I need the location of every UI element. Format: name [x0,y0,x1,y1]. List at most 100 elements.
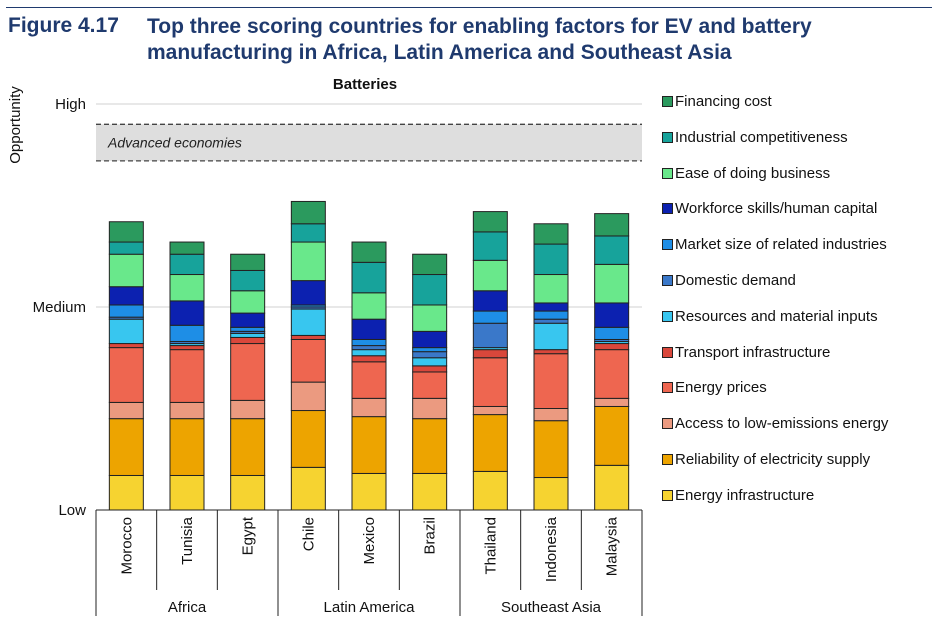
chart-title: Batteries [333,76,397,93]
legend-swatch [662,346,673,358]
bar-tunisia-reliability-of-electricity-supply [169,418,205,476]
bar-brazil-domestic-demand [412,351,448,359]
legend-swatch [662,131,673,143]
bar-morocco-reliability-of-electricity-supply [108,418,144,476]
bar-indonesia-resources-and-material-inputs [533,322,569,351]
group-label-latin-america: Latin America [324,599,416,616]
bar-malaysia-energy-prices [594,349,630,399]
reference-band-label: Advanced economies [107,135,242,151]
legend-item-energy-infrastructure: Energy infrastructure [662,486,932,506]
bar-mexico-energy-infrastructure [351,472,387,511]
bar-thailand-workforce-skills-human-capital [472,290,508,312]
bar-tunisia-market-size-of-related-industries [169,324,205,343]
x-tick-label-thailand: Thailand [482,517,499,575]
bar-indonesia-access-to-low-emissions-energy [533,408,569,422]
bar-egypt-resources-and-material-inputs [230,332,266,338]
legend-item-access-to-low-emissions-energy: Access to low-emissions energy [662,414,932,434]
x-tick-label-mexico: Mexico [361,517,378,565]
legend-swatch [662,310,673,322]
bar-indonesia-ease-of-doing-business [533,274,569,304]
bar-mexico-resources-and-material-inputs [351,349,387,357]
bar-brazil-financing-cost [412,253,448,276]
bar-thailand-domestic-demand [472,322,508,349]
bar-brazil-industrial-competitiveness [412,274,448,306]
legend-label: Reliability of electricity supply [675,451,871,468]
figure-title: Top three scoring countries for enabling… [147,15,812,64]
bar-chile-reliability-of-electricity-supply [290,410,326,468]
bar-morocco-transport-infrastructure [108,343,144,349]
reference-band [96,124,642,161]
bar-mexico-access-to-low-emissions-energy [351,397,387,418]
bar-brazil-resources-and-material-inputs [412,357,448,367]
bar-indonesia-workforce-skills-human-capital [533,302,569,312]
legend-item-reliability-of-electricity-supply: Reliability of electricity supply [662,450,932,470]
bar-thailand-ease-of-doing-business [472,259,508,292]
legend-label: Financing cost [675,93,772,110]
legend-swatch [662,239,673,251]
legend-swatch [662,382,673,394]
bar-chile-access-to-low-emissions-energy [290,381,326,412]
y-tick-label-medium: Medium [33,299,86,316]
bar-indonesia-financing-cost [533,223,569,245]
bar-morocco-energy-prices [108,347,144,403]
bar-egypt-access-to-low-emissions-energy [230,399,266,420]
bar-chile-ease-of-doing-business [290,241,326,282]
bar-tunisia-transport-infrastructure [169,345,205,351]
legend-label: Ease of doing business [675,164,831,182]
bar-morocco-resources-and-material-inputs [108,318,144,345]
legend-item-workforce-skills-human-capital: Workforce skills/human capital [662,199,932,219]
y-tick-label-low: Low [58,502,86,519]
bar-egypt-reliability-of-electricity-supply [230,418,266,476]
bar-mexico-financing-cost [351,241,387,263]
bar-malaysia-reliability-of-electricity-supply [594,405,630,466]
bar-mexico-reliability-of-electricity-supply [351,416,387,474]
bar-egypt-energy-prices [230,343,266,401]
bar-thailand-energy-prices [472,357,508,407]
bar-morocco-access-to-low-emissions-energy [108,401,144,420]
legend-item-domestic-demand: Domestic demand [662,271,932,291]
bar-morocco-energy-infrastructure [108,474,144,511]
bar-indonesia-industrial-competitiveness [533,243,569,276]
legend-label: Domestic demand [675,272,796,289]
bar-malaysia-energy-infrastructure [594,464,630,511]
legend-label: Energy prices [675,379,767,397]
bar-tunisia-energy-prices [169,349,205,403]
bar-morocco-ease-of-doing-business [108,253,144,288]
bar-thailand-energy-infrastructure [472,470,508,511]
bar-mexico-workforce-skills-human-capital [351,318,387,340]
bar-indonesia-energy-prices [533,353,569,410]
legend-label: Transport infrastructure [675,343,831,361]
bar-egypt-market-size-of-related-industries [230,326,266,332]
bar-brazil-energy-prices [412,371,448,399]
bar-indonesia-reliability-of-electricity-supply [533,420,569,479]
bar-egypt-industrial-competitiveness [230,269,266,292]
bar-tunisia-industrial-competitiveness [169,253,205,276]
bar-malaysia-industrial-competitiveness [594,235,630,265]
x-tick-label-chile: Chile [300,517,317,551]
bar-brazil-energy-infrastructure [412,472,448,511]
bar-malaysia-workforce-skills-human-capital [594,302,630,328]
legend-swatch [662,275,673,286]
bar-morocco-financing-cost [108,221,144,243]
bar-brazil-market-size-of-related-industries [412,347,448,353]
bar-brazil-workforce-skills-human-capital [412,330,448,349]
legend-label: Energy infrastructure [675,486,815,504]
bar-indonesia-energy-infrastructure [533,477,569,511]
bar-thailand-market-size-of-related-industries [472,310,508,324]
bar-thailand-industrial-competitiveness [472,231,508,261]
legend-label: Market size of related industries [675,236,887,254]
bar-malaysia-access-to-low-emissions-energy [594,397,630,407]
bar-egypt-energy-infrastructure [230,474,266,511]
bar-tunisia-workforce-skills-human-capital [169,300,205,326]
bar-malaysia-market-size-of-related-industries [594,326,630,340]
legend-swatch [662,418,673,430]
legend-swatch [662,167,673,179]
bar-mexico-energy-prices [351,361,387,399]
bar-chile-financing-cost [290,200,326,225]
bar-indonesia-market-size-of-related-industries [533,310,569,320]
x-tick-label-indonesia: Indonesia [543,516,560,582]
bar-malaysia-transport-infrastructure [594,343,630,351]
bar-mexico-domestic-demand [351,345,387,351]
bar-malaysia-financing-cost [594,213,630,237]
